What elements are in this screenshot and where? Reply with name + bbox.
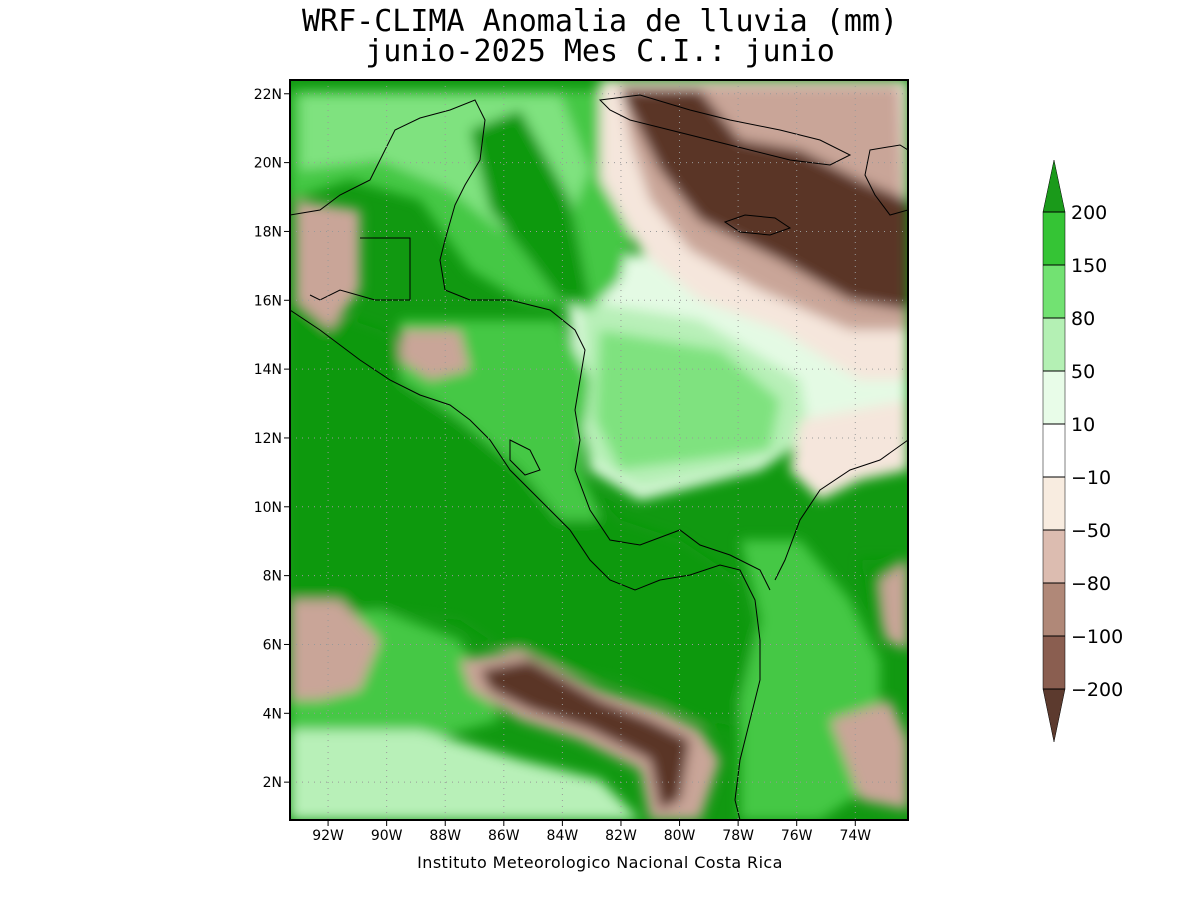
y-tick-label: 16N bbox=[254, 293, 282, 309]
colorbar-band bbox=[1043, 212, 1065, 265]
y-tick-label: 2N bbox=[263, 775, 282, 791]
x-tick-label: 74W bbox=[839, 828, 871, 844]
colorbar-label: −100 bbox=[1071, 626, 1123, 648]
x-tick-label: 84W bbox=[547, 828, 579, 844]
field-light-wet-pacific-south bbox=[290, 730, 640, 820]
field-dry-colombia-south bbox=[830, 700, 908, 810]
field-dry-honduras bbox=[400, 330, 470, 380]
colorbar-band bbox=[1043, 318, 1065, 371]
colorbar-label: −50 bbox=[1071, 520, 1111, 542]
map-frame bbox=[289, 79, 909, 821]
y-tick-label: 22N bbox=[254, 87, 282, 103]
y-tick-label: 4N bbox=[263, 706, 282, 722]
x-tick-label: 82W bbox=[605, 828, 637, 844]
coastline-jamaica bbox=[723, 214, 792, 236]
colorbar-label: 10 bbox=[1071, 414, 1095, 436]
colorbar-band bbox=[1043, 371, 1065, 424]
y-axis: 2N 4N 6N 8N 10N 12N 14N 16N 18N 20N 22N bbox=[254, 87, 290, 791]
coastline-cuba bbox=[598, 94, 852, 166]
colorbar-band bbox=[1043, 583, 1065, 636]
footer-credit: Instituto Meteorologico Nacional Costa R… bbox=[417, 853, 783, 872]
field-very-dry-antilles bbox=[620, 90, 908, 310]
x-tick-label: 76W bbox=[781, 828, 813, 844]
field-strong-wet-pacific bbox=[290, 300, 760, 730]
colorbar-label: −10 bbox=[1071, 467, 1111, 489]
colorbar-band bbox=[1043, 265, 1065, 318]
anomaly-field bbox=[290, 80, 908, 820]
field-light-dry-colombia-coast bbox=[790, 400, 908, 500]
field-dry-colombia-east bbox=[880, 560, 908, 650]
x-tick-label: 80W bbox=[664, 828, 696, 844]
y-tick-label: 6N bbox=[263, 637, 282, 653]
colorbar-band bbox=[1043, 530, 1065, 583]
colorbar-bottom-arrow bbox=[1042, 688, 1066, 743]
field-strong-wet-channel bbox=[470, 110, 590, 300]
y-tick-label: 18N bbox=[254, 224, 282, 240]
field-moderate-wet-caribbean bbox=[595, 330, 780, 470]
y-tick-label: 10N bbox=[254, 500, 282, 516]
colorbar-band bbox=[1043, 477, 1065, 530]
colorbar-label: 50 bbox=[1071, 361, 1095, 383]
coastline-colombia bbox=[774, 439, 908, 581]
x-tick-label: 88W bbox=[429, 828, 461, 844]
coastline-hispaniola bbox=[864, 144, 908, 216]
x-axis: 92W 90W 88W 86W 84W 82W 80W 78W 76W 74W bbox=[312, 820, 871, 844]
map-title-line-2: junio-2025 Mes C.I.: junio bbox=[365, 34, 835, 69]
map-grid bbox=[290, 80, 908, 820]
y-tick-label: 8N bbox=[263, 569, 282, 585]
colorbar-top-arrow bbox=[1042, 159, 1066, 213]
y-tick-label: 12N bbox=[254, 431, 282, 447]
x-tick-label: 78W bbox=[722, 828, 754, 844]
colorbar-label: 80 bbox=[1071, 308, 1095, 330]
y-tick-label: 20N bbox=[254, 156, 282, 172]
map-title-line-1: WRF-CLIMA Anomalia de lluvia (mm) bbox=[301, 4, 899, 39]
x-tick-label: 86W bbox=[488, 828, 520, 844]
field-dry-guatemala bbox=[295, 200, 360, 330]
coastline-pacific bbox=[290, 309, 761, 820]
y-tick-label: 14N bbox=[254, 362, 282, 378]
lake-nicaragua bbox=[509, 439, 541, 476]
x-tick-label: 90W bbox=[371, 828, 403, 844]
colorbar: 200 150 80 50 10 −10 −50 −80 −100 −200 bbox=[1042, 159, 1123, 743]
colorbar-band bbox=[1043, 424, 1065, 477]
x-tick-label: 92W bbox=[312, 828, 344, 844]
colorbar-label: 200 bbox=[1071, 202, 1107, 224]
colorbar-label: −200 bbox=[1071, 679, 1123, 701]
field-very-dry-pacific-south bbox=[480, 660, 690, 810]
field-dry-southwest bbox=[290, 600, 380, 700]
colorbar-label: −80 bbox=[1071, 573, 1111, 595]
colorbar-band bbox=[1043, 636, 1065, 689]
colorbar-label: 150 bbox=[1071, 255, 1107, 277]
